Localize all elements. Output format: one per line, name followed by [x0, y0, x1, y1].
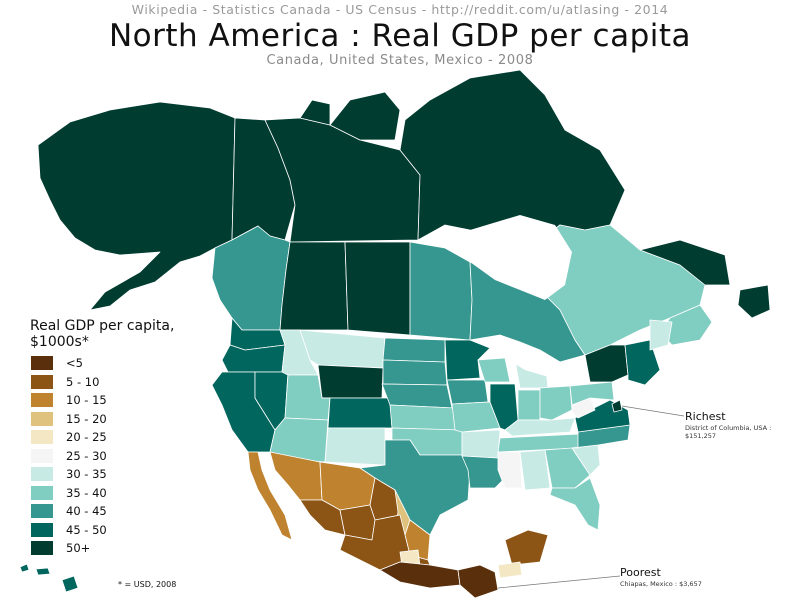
- region-yucatan: Yucatan Peninsula: [504, 529, 549, 566]
- region-arctic-islands: Nunavut: [329, 91, 401, 141]
- region-pennsylvania: Pennsylvania: [569, 381, 615, 406]
- legend-label: 30 - 35: [66, 467, 107, 482]
- region-georgia: Georgia: [544, 447, 591, 489]
- region-oaxaca: Oaxaca: [379, 561, 461, 589]
- legend-swatch: [30, 466, 54, 483]
- poorest-detail: Chiapas, Mexico : $3,657: [620, 580, 702, 588]
- legend-item: 25 - 30: [30, 447, 180, 466]
- legend-label: 35 - 40: [66, 485, 107, 500]
- legend-item: 30 - 35: [30, 465, 180, 484]
- legend-swatch: [30, 392, 54, 409]
- region-colorado: Colorado: [321, 397, 393, 429]
- legend-swatch: [30, 503, 54, 520]
- legend-item: 45 - 50: [30, 521, 180, 540]
- legend-item: 40 - 45: [30, 502, 180, 521]
- map-title: North America : Real GDP per capita: [108, 18, 692, 54]
- region-hawaii-1: Hawaii: [19, 563, 30, 573]
- region-alberta: Alberta: [279, 241, 349, 331]
- legend-label: 50+: [66, 541, 91, 556]
- legend-label: 15 - 20: [66, 411, 107, 426]
- region-indiana: Indiana: [517, 389, 541, 421]
- legend-label: 20 - 25: [66, 430, 107, 445]
- region-north-dakota: North Dakota: [382, 337, 446, 363]
- region-arkansas: Arkansas: [461, 429, 501, 459]
- legend-item: <5: [30, 354, 180, 373]
- region-montana: Montana: [299, 329, 386, 369]
- region-florida: Florida: [549, 477, 601, 531]
- legend-item: 35 - 40: [30, 484, 180, 503]
- region-kansas: Kansas: [389, 404, 456, 431]
- great-lakes: [490, 348, 565, 376]
- legend-item: 10 - 15: [30, 391, 180, 410]
- richest-leader-line: [621, 405, 685, 417]
- legend-item: 20 - 25: [30, 428, 180, 447]
- footnote: * = USD, 2008: [118, 580, 177, 589]
- region-manitoba: Manitoba: [409, 241, 473, 341]
- region-baja-california: Baja California: [247, 451, 293, 541]
- legend-swatch: [30, 410, 54, 427]
- legend-item: 50+: [30, 539, 180, 558]
- region-iowa: Iowa: [446, 379, 489, 405]
- legend-label: <5: [66, 356, 83, 371]
- region-nebraska: Nebraska: [381, 383, 453, 409]
- region-missouri: Missouri: [451, 401, 501, 433]
- region-district-of-columbia: District of Columbia: [611, 399, 623, 413]
- region-quintana-roo: Quintana Roo: [497, 561, 523, 579]
- legend-label: 40 - 45: [66, 504, 107, 519]
- legend-label: 45 - 50: [66, 522, 107, 537]
- region-alaska: Alaska: [37, 101, 236, 311]
- region-wisconsin: Wisconsin: [477, 357, 511, 383]
- region-alabama: Alabama: [519, 449, 551, 491]
- region-newfoundland: Newfoundland and Labrador: [737, 284, 771, 319]
- region-hawaii-2: Hawaii: [35, 567, 51, 576]
- region-maine: Maine: [649, 319, 673, 351]
- region-saskatchewan: Saskatchewan: [344, 241, 411, 336]
- poorest-leader-line: [497, 575, 621, 589]
- map-subtitle: Canada, United States, Mexico - 2008: [266, 53, 534, 68]
- legend-swatch: [30, 540, 54, 557]
- legend-items: <5 5 - 10 10 - 15 15 - 20 20 - 25 25 - 30 30 -…: [30, 354, 180, 558]
- region-south-dakota: South Dakota: [382, 359, 448, 386]
- legend-swatch: [30, 429, 54, 446]
- region-oregon: Oregon: [221, 344, 286, 373]
- legend-item: 15 - 20: [30, 410, 180, 429]
- legend-title: Real GDP per capita, $1000s*: [30, 318, 175, 350]
- region-new-mexico: New Mexico: [324, 427, 386, 466]
- legend-label: 10 - 15: [66, 393, 107, 408]
- richest-detail: District of Columbia, USA : $151,257: [685, 424, 772, 440]
- hudson-bay: [462, 215, 572, 300]
- region-arctic-island-west: Yukon: [299, 99, 331, 126]
- region-wyoming: Wyoming: [317, 364, 384, 399]
- legend-label: 25 - 30: [66, 448, 107, 463]
- legend-swatch: [30, 484, 54, 501]
- legend-swatch: [30, 373, 54, 390]
- region-chiapas: Chiapas: [457, 564, 499, 599]
- sources-line: Wikipedia - Statistics Canada - US Censu…: [131, 2, 669, 17]
- region-hawaii-3: Hawaii: [61, 575, 79, 593]
- legend-swatch: [30, 355, 54, 372]
- region-labrador: Newfoundland and Labrador: [639, 239, 731, 286]
- region-mississippi: Mississippi: [497, 451, 523, 489]
- legend-swatch: [30, 447, 54, 464]
- legend: Real GDP per capita, $1000s* <5 5 - 10 10 …: [30, 318, 180, 558]
- poorest-label: Poorest: [620, 566, 661, 579]
- legend-label: 5 - 10: [66, 374, 100, 389]
- legend-item: 5 - 10: [30, 373, 180, 392]
- region-ohio: Ohio: [539, 385, 573, 421]
- legend-swatch: [30, 521, 54, 538]
- region-kentucky: Kentucky: [504, 417, 576, 437]
- richest-label: Richest: [685, 410, 726, 423]
